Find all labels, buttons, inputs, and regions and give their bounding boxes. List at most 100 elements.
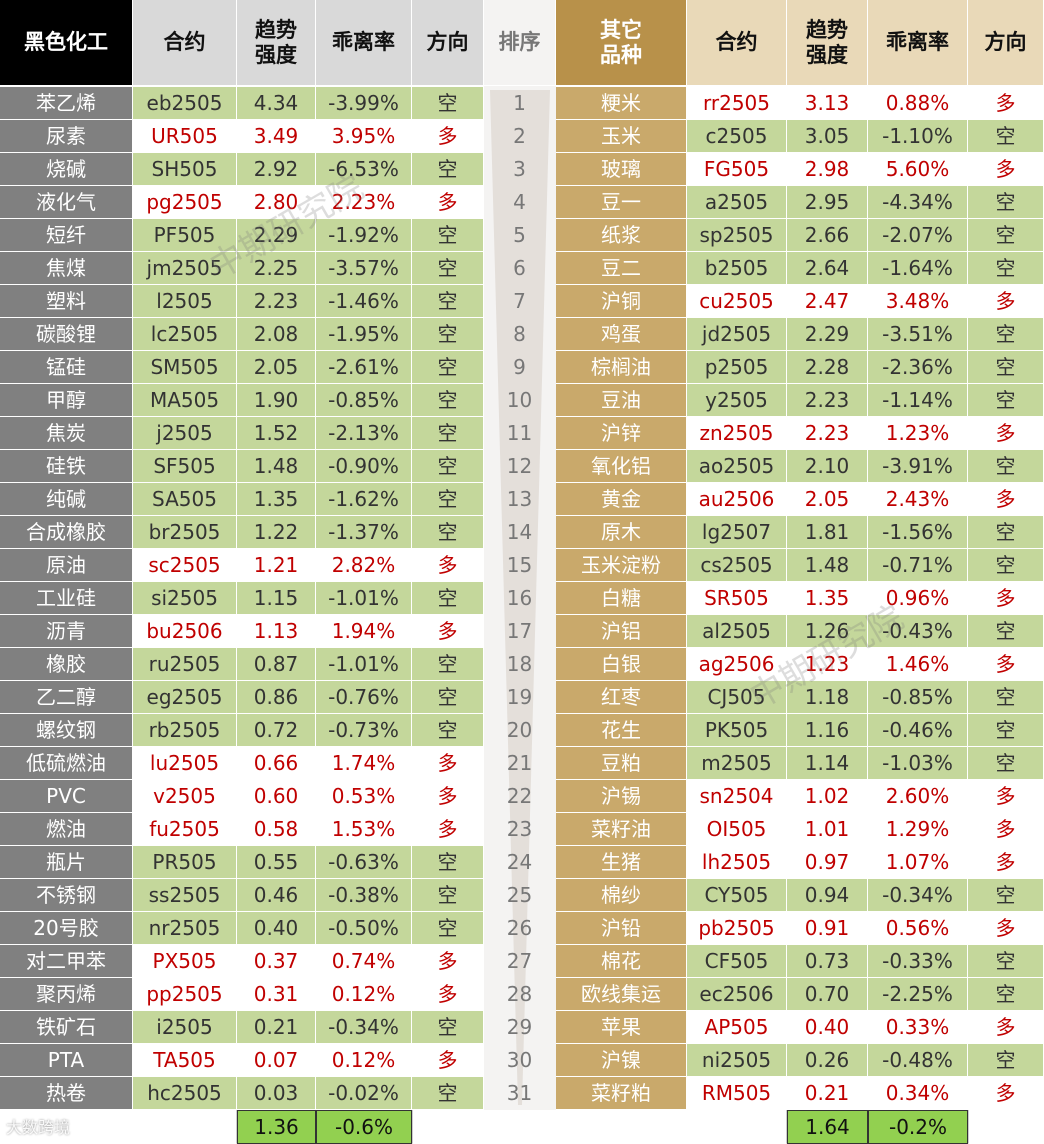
contract: y2505 xyxy=(687,384,787,417)
trend-strength: 3.05 xyxy=(787,120,868,153)
contract: ss2505 xyxy=(133,879,237,912)
direction: 空 xyxy=(968,351,1044,384)
variety: 苹果 xyxy=(556,1011,687,1044)
trend-strength: 2.95 xyxy=(787,186,868,219)
rank: 17 xyxy=(506,618,533,643)
header-contract: 合约 xyxy=(687,0,787,86)
variety: 瓶片 xyxy=(0,846,133,879)
deviation: -1.64% xyxy=(868,252,968,285)
variety: 短纤 xyxy=(0,219,133,252)
deviation: -0.43% xyxy=(868,615,968,648)
variety: 聚丙烯 xyxy=(0,978,133,1011)
contract: RM505 xyxy=(687,1077,787,1110)
variety: 豆二 xyxy=(556,252,687,285)
trend-strength: 2.23 xyxy=(787,417,868,450)
contract: a2505 xyxy=(687,186,787,219)
deviation: 2.82% xyxy=(316,549,412,582)
deviation: -3.91% xyxy=(868,450,968,483)
rank: 4 xyxy=(513,189,526,214)
deviation: -0.46% xyxy=(868,714,968,747)
variety: 菜籽油 xyxy=(556,813,687,846)
trend-strength: 1.48 xyxy=(787,549,868,582)
trend-strength: 0.37 xyxy=(237,945,316,978)
deviation: 2.23% xyxy=(316,186,412,219)
direction: 多 xyxy=(412,978,484,1011)
contract: m2505 xyxy=(687,747,787,780)
contract: i2505 xyxy=(133,1011,237,1044)
trend-strength: 2.23 xyxy=(237,285,316,318)
contract: jd2505 xyxy=(687,318,787,351)
direction: 空 xyxy=(968,549,1044,582)
trend-strength: 2.29 xyxy=(237,219,316,252)
direction: 空 xyxy=(968,615,1044,648)
direction: 多 xyxy=(968,1011,1044,1044)
variety: 锰硅 xyxy=(0,351,133,384)
direction: 多 xyxy=(968,1077,1044,1110)
direction: 多 xyxy=(968,912,1044,945)
trend-strength: 0.07 xyxy=(237,1044,316,1077)
header-contract: 合约 xyxy=(133,0,237,86)
header-deviation: 乖离率 xyxy=(316,0,412,86)
contract: bu2506 xyxy=(133,615,237,648)
direction: 空 xyxy=(412,912,484,945)
trend-strength: 0.40 xyxy=(237,912,316,945)
trend-strength: 1.18 xyxy=(787,681,868,714)
trend-strength: 0.58 xyxy=(237,813,316,846)
trend-strength: 0.21 xyxy=(237,1011,316,1044)
contract: rb2505 xyxy=(133,714,237,747)
rank: 19 xyxy=(506,684,533,709)
trend-strength: 4.34 xyxy=(237,87,316,120)
variety: 苯乙烯 xyxy=(0,87,133,120)
contract: br2505 xyxy=(133,516,237,549)
trend-strength: 0.86 xyxy=(237,681,316,714)
variety: 黄金 xyxy=(556,483,687,516)
deviation: -1.01% xyxy=(316,648,412,681)
trend-strength: 1.13 xyxy=(237,615,316,648)
deviation: 2.43% xyxy=(868,483,968,516)
variety: 乙二醇 xyxy=(0,681,133,714)
trend-strength: 2.28 xyxy=(787,351,868,384)
direction: 多 xyxy=(968,648,1044,681)
trend-strength: 2.98 xyxy=(787,153,868,186)
variety: 粳米 xyxy=(556,87,687,120)
variety: 玉米淀粉 xyxy=(556,549,687,582)
contract: SR505 xyxy=(687,582,787,615)
direction: 多 xyxy=(968,87,1044,120)
contract: ao2505 xyxy=(687,450,787,483)
rank: 11 xyxy=(506,420,533,445)
direction: 多 xyxy=(412,1044,484,1077)
variety: 原木 xyxy=(556,516,687,549)
deviation: 1.74% xyxy=(316,747,412,780)
contract: v2505 xyxy=(133,780,237,813)
variety: 螺纹钢 xyxy=(0,714,133,747)
contract: zn2505 xyxy=(687,417,787,450)
contract: CJ505 xyxy=(687,681,787,714)
variety: 氧化铝 xyxy=(556,450,687,483)
direction: 空 xyxy=(412,681,484,714)
direction: 多 xyxy=(968,582,1044,615)
deviation: 0.12% xyxy=(316,978,412,1011)
trend-strength: 2.47 xyxy=(787,285,868,318)
direction: 空 xyxy=(412,648,484,681)
deviation: -3.99% xyxy=(316,87,412,120)
contract: eg2505 xyxy=(133,681,237,714)
variety: 花生 xyxy=(556,714,687,747)
trend-strength: 0.72 xyxy=(237,714,316,747)
footer-average: 1.36 xyxy=(237,1110,316,1144)
rank: 25 xyxy=(506,882,533,907)
direction: 空 xyxy=(412,153,484,186)
rank: 2 xyxy=(513,123,526,148)
variety: 沪镍 xyxy=(556,1044,687,1077)
contract: si2505 xyxy=(133,582,237,615)
footer-average: -0.2% xyxy=(868,1110,968,1144)
variety: 燃油 xyxy=(0,813,133,846)
rank: 16 xyxy=(506,585,533,610)
direction: 空 xyxy=(968,450,1044,483)
rank: 15 xyxy=(506,552,533,577)
variety: 不锈钢 xyxy=(0,879,133,912)
trend-strength: 3.13 xyxy=(787,87,868,120)
direction: 空 xyxy=(412,582,484,615)
variety: 沪锡 xyxy=(556,780,687,813)
